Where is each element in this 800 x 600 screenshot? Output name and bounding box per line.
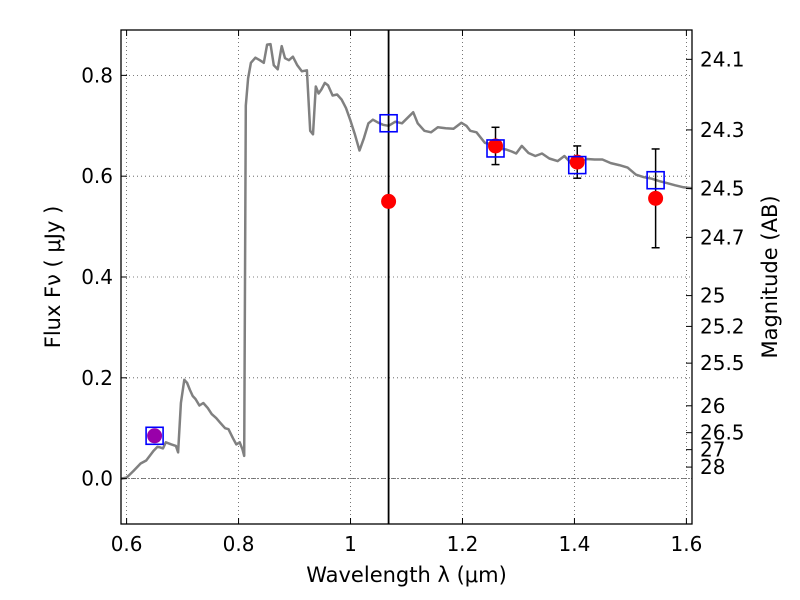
magnitude-tick-label: 24.3 [700, 118, 745, 142]
observed-point [381, 193, 397, 209]
model-band-point [567, 155, 587, 175]
magnitude-tick-label: 25 [700, 284, 725, 308]
magnitude-tick-label: 24.7 [700, 225, 745, 249]
y-axis-label: Flux Fν ( μJy ) [41, 206, 65, 349]
x-tick-label: 1 [344, 532, 357, 556]
observed-point [147, 428, 163, 444]
model-band-point [145, 426, 164, 446]
magnitude-tick-label: 24.1 [700, 47, 745, 71]
model-band-points [145, 113, 665, 446]
y-axis-ticks: 0.0 0.2 0.4 0.6 0.8 [81, 63, 127, 491]
plot-frame [120, 29, 693, 525]
magnitude-tick-label: 25.5 [700, 351, 745, 375]
model-band-point [379, 113, 398, 133]
model-band-point [486, 139, 505, 158]
y-tick-label: 0.0 [81, 467, 113, 491]
observed-points [147, 138, 664, 444]
y-tick-label: 0.4 [81, 265, 113, 289]
model-band-point [646, 170, 665, 190]
magnitude-tick-label: 25.2 [700, 314, 745, 338]
x-tick-label: 1.4 [559, 532, 591, 556]
x-axis-ticks: 0.6 0.8 1 1.2 1.4 1.6 [111, 30, 702, 556]
model-spectrum [120, 42, 693, 480]
y-tick-label: 0.8 [81, 63, 113, 87]
x-tick-label: 0.6 [111, 532, 143, 556]
magnitude-tick-label: 27 [700, 438, 725, 462]
observed-point [569, 154, 585, 170]
magnitude-tick-label: 24.5 [700, 177, 745, 201]
x-tick-label: 1.6 [670, 532, 702, 556]
y-tick-label: 0.6 [81, 164, 113, 188]
y-tick-label: 0.2 [81, 366, 113, 390]
grid-lines [121, 30, 692, 524]
x-tick-label: 0.8 [223, 532, 255, 556]
spectrum-line [120, 42, 693, 480]
magnitude-tick-label: 28 [700, 455, 725, 479]
observed-point [648, 190, 664, 206]
x-axis-label: Wavelength λ (μm) [306, 563, 507, 587]
x-tick-label: 1.2 [447, 532, 479, 556]
magnitude-tick-label: 26 [700, 394, 725, 418]
magnitude-axis-label: Magnitude (AB) [758, 195, 782, 358]
observed-point [488, 138, 504, 154]
magnitude-tick-label: 26.5 [700, 421, 745, 445]
